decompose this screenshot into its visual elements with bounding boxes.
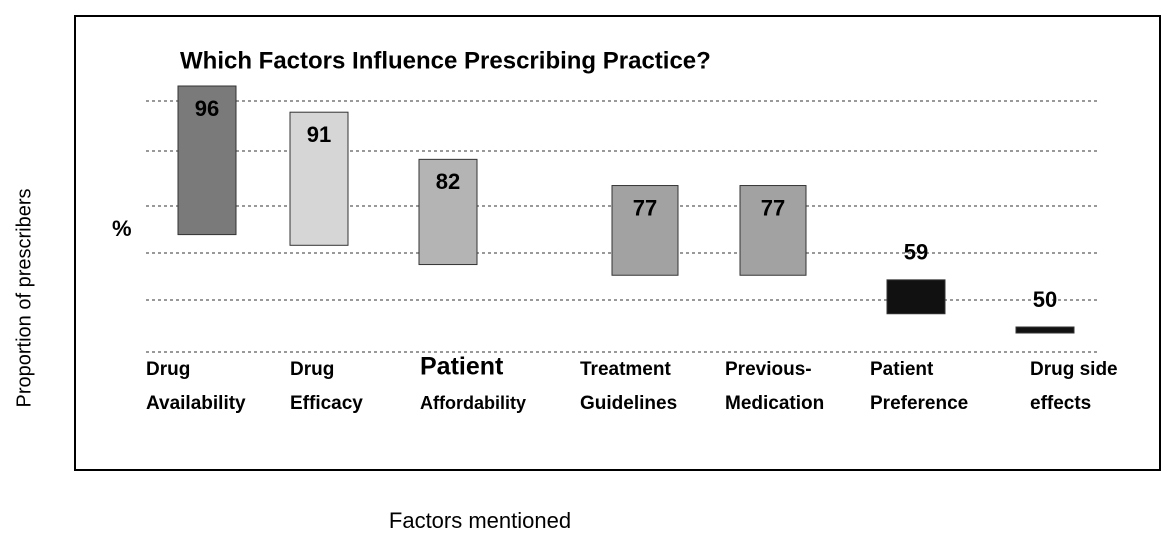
x-tick-label: Medication (725, 393, 824, 414)
y-axis-label: Proportion of prescribers (13, 189, 35, 408)
x-tick-label: effects (1030, 393, 1091, 414)
value-label: 91 (307, 122, 331, 147)
bar (289, 111, 349, 246)
x-tick-label: Patient (420, 353, 504, 381)
x-tick-label: Preference (870, 393, 968, 414)
bar (611, 185, 679, 276)
x-tick-label: Availability (146, 393, 246, 414)
value-label: 96 (195, 96, 219, 121)
x-axis-label: Factors mentioned (389, 508, 571, 533)
x-tick-label: Efficacy (290, 393, 363, 414)
bar (886, 279, 946, 315)
bar (418, 158, 478, 266)
value-label: 77 (761, 195, 785, 220)
x-tick-label: Guidelines (580, 393, 677, 414)
bar (1015, 326, 1075, 334)
x-tick-label: Drug side (1030, 359, 1118, 380)
bar (177, 85, 237, 236)
x-tick-label: Affordability (420, 393, 526, 413)
x-tick-label: Drug (290, 359, 334, 380)
x-tick-label: Patient (870, 359, 934, 380)
x-tick-label: Drug (146, 359, 190, 380)
value-label: 50 (1033, 287, 1057, 312)
value-label: 82 (436, 169, 460, 194)
x-tick-label: Previous- (725, 359, 812, 380)
chart-title: Which Factors Influence Prescribing Prac… (180, 47, 711, 74)
value-label: 77 (633, 195, 657, 220)
x-tick-label: Treatment (580, 359, 671, 380)
frame (74, 15, 1161, 471)
y-unit: % (112, 216, 132, 241)
bar (739, 185, 807, 276)
value-label: 59 (904, 240, 928, 265)
